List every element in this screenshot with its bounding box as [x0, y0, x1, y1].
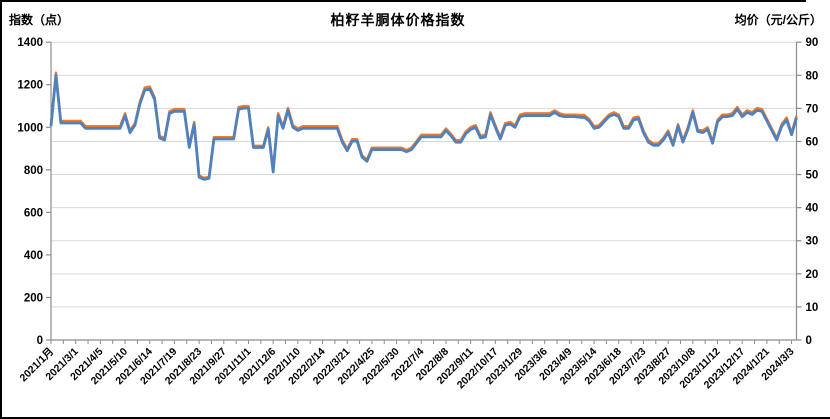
left-axis-title: 指数（点） — [9, 13, 70, 27]
left-axis-tick-label: 800 — [24, 165, 43, 177]
series-line-index — [49, 73, 798, 181]
left-axis-tick-label: 400 — [24, 250, 43, 262]
right-axis-tick-label: 40 — [806, 203, 819, 215]
left-axis-tick-label: 1400 — [17, 37, 43, 49]
right-axis-tick-label: 90 — [806, 37, 819, 49]
right-axis-tick-label: 60 — [806, 136, 819, 148]
left-axis-tick-label: 0 — [37, 335, 43, 347]
right-axis-tick-label: 20 — [806, 269, 819, 281]
chart-border-bottom — [0, 417, 830, 419]
right-axis-tick-label: 30 — [806, 236, 819, 248]
chart-border-top — [0, 0, 806, 2]
right-axis-tick-label: 70 — [806, 103, 819, 115]
chart-title: 柏籽羊胴体价格指数 — [330, 12, 466, 28]
right-axis-tick-label: 80 — [806, 70, 819, 82]
chart-border-left — [0, 0, 2, 419]
series-line-average-price — [49, 71, 798, 180]
right-axis-title: 均价（元/公斤） — [734, 13, 822, 27]
left-axis-tick-label: 1000 — [17, 122, 43, 134]
right-axis-tick-label: 0 — [806, 335, 812, 347]
left-axis-tick-label: 1200 — [17, 80, 43, 92]
left-axis-tick-label: 600 — [24, 207, 43, 219]
right-axis-tick-label: 50 — [806, 170, 819, 182]
left-axis-tick-label: 200 — [24, 292, 43, 304]
right-axis-tick-label: 10 — [806, 302, 819, 314]
